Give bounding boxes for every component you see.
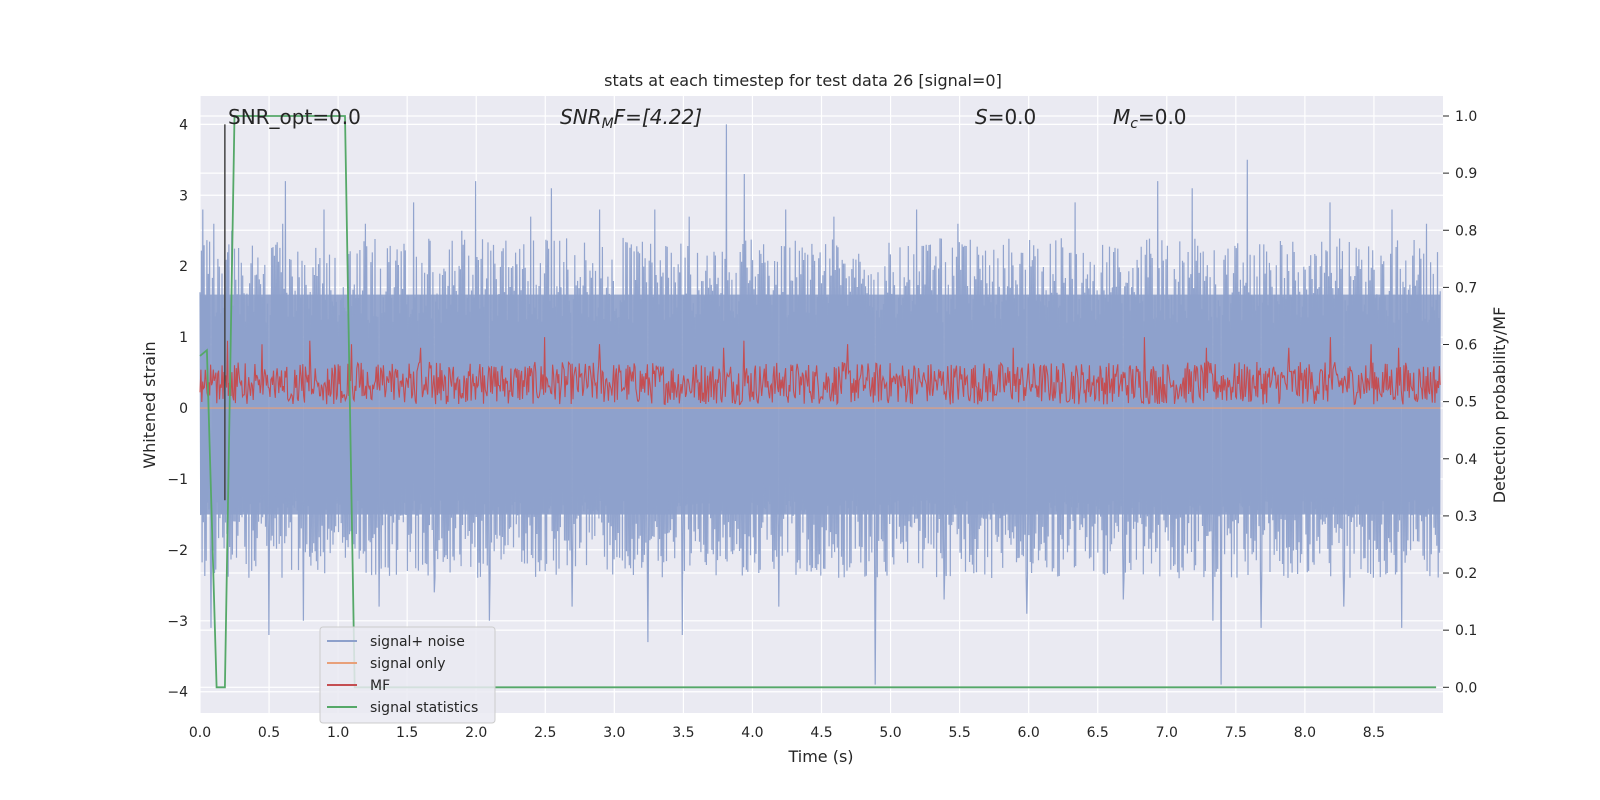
y-tick-label-right: 0.6 [1455,338,1477,354]
x-tick-label: 2.0 [465,725,487,741]
y-tick-label-right: 1.0 [1455,109,1477,125]
y-tick-label-left: −4 [167,685,188,701]
legend-label: signal only [370,656,445,672]
legend-label: MF [370,678,390,694]
y-axis-label-right: Detection probability/MF [1490,307,1509,504]
x-tick-label: 0.0 [189,725,211,741]
x-tick-label: 3.0 [603,725,625,741]
legend: signal+ noise signal only MF signal statist… [319,626,496,724]
y-tick-label-left: 4 [179,117,188,133]
ticks-layer: 0.0 0.5 1.0 1.5 2.0 2.5 3.0 3.5 4.0 4.5 5.0 5.5 6.0 6… [167,109,1477,741]
annotation-mc-base: M [1113,105,1130,129]
x-tick-label: 5.0 [879,725,901,741]
y-tick-label-right: 0.9 [1455,166,1477,182]
annotation-snr-mf: SNRMF=[4.22] [560,105,702,132]
x-axis-label: Time (s) [787,747,853,766]
series-layer [199,115,1441,689]
y-tick-label-right: 0.2 [1455,566,1477,582]
y-tick-label-right: 0.7 [1455,280,1477,296]
annotation-mc-tail: =0.0 [1138,105,1187,129]
y-tick-label-left: 1 [179,330,188,346]
series-signal-noise [199,124,1441,685]
x-tick-label: 0.5 [258,725,280,741]
y-tick-label-right: 0.1 [1455,623,1477,639]
y-tick-label-right: 0.3 [1455,509,1477,525]
annotation-snr-mf-base: SNR [560,105,602,129]
y-axis-label-left: Whitened strain [140,341,159,468]
x-tick-label: 7.5 [1225,725,1247,741]
x-tick-label: 1.5 [396,725,418,741]
chart-title: stats at each timestep for test data 26 … [604,71,1002,90]
y-tick-label-left: 3 [179,188,188,204]
y-tick-label-right: 0.8 [1455,223,1477,239]
legend-label: signal statistics [370,700,478,716]
y-tick-label-right: 0.4 [1455,452,1477,468]
annotations: SNR_opt=0.0 SNRMF=[4.22] S=0.0 Mc=0.0 [228,105,1187,132]
x-tick-label: 7.0 [1156,725,1178,741]
x-tick-label: 2.5 [534,725,556,741]
x-tick-label: 3.5 [672,725,694,741]
y-tick-label-right: 0.0 [1455,680,1477,696]
y-tick-label-left: 2 [179,259,188,275]
annotation-s-italic: S [975,105,988,129]
x-tick-label: 4.5 [810,725,832,741]
annotation-mc: Mc=0.0 [1113,105,1187,132]
x-tick-label: 6.0 [1018,725,1040,741]
y-tick-label-left: −3 [167,614,188,630]
x-tick-label: 6.5 [1087,725,1109,741]
annotation-mc-sub: c [1130,116,1138,132]
annotation-s: S=0.0 [975,105,1036,129]
y-tick-label-left: 0 [179,401,188,417]
x-tick-label: 5.5 [948,725,970,741]
annotation-s-tail: =0.0 [988,105,1037,129]
annotation-snr-mf-tail: F=[4.22] [614,105,702,129]
y-tick-label-left: −2 [167,543,188,559]
annotation-snr-mf-sub: M [602,116,614,132]
x-tick-label: 1.0 [327,725,349,741]
y-tick-label-left: −1 [167,472,188,488]
y-tick-label-right: 0.5 [1455,395,1477,411]
x-tick-label: 8.5 [1363,725,1385,741]
series-mf [199,337,1441,406]
annotation-snr-opt: SNR_opt=0.0 [228,105,361,129]
x-tick-label: 4.0 [741,725,763,741]
legend-box [319,626,496,724]
legend-label: signal+ noise [370,634,465,650]
x-tick-label: 8.0 [1294,725,1316,741]
